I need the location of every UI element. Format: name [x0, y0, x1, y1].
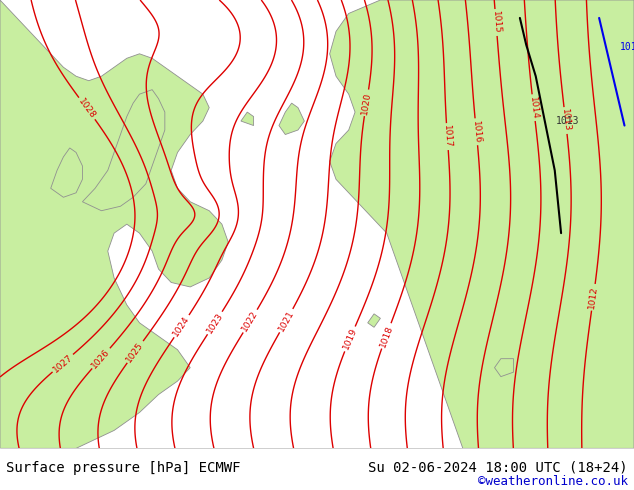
Text: 1013: 1013 — [560, 109, 571, 132]
Text: 1027: 1027 — [51, 352, 74, 374]
Text: 1026: 1026 — [90, 347, 112, 370]
Polygon shape — [0, 0, 228, 448]
Text: 1017: 1017 — [442, 125, 453, 148]
Polygon shape — [82, 90, 165, 211]
Polygon shape — [241, 112, 254, 125]
Text: 1016: 1016 — [471, 120, 482, 144]
Text: 1014: 1014 — [528, 96, 540, 120]
Polygon shape — [495, 359, 514, 377]
Text: 1012: 1012 — [587, 285, 599, 309]
Text: 1025: 1025 — [125, 340, 146, 364]
Text: Su 02-06-2024 18:00 UTC (18+24): Su 02-06-2024 18:00 UTC (18+24) — [368, 461, 628, 475]
Polygon shape — [330, 0, 634, 448]
Polygon shape — [368, 314, 380, 327]
Text: ©weatheronline.co.uk: ©weatheronline.co.uk — [477, 475, 628, 488]
Text: 1012: 1012 — [620, 42, 634, 52]
Text: Surface pressure [hPa] ECMWF: Surface pressure [hPa] ECMWF — [6, 461, 241, 475]
Text: 1021: 1021 — [276, 309, 296, 333]
Text: 1018: 1018 — [378, 323, 394, 348]
Text: 1023: 1023 — [205, 311, 225, 335]
Text: 1024: 1024 — [172, 314, 191, 338]
Text: 1013: 1013 — [555, 116, 579, 126]
Text: 1022: 1022 — [240, 309, 260, 333]
Text: 1020: 1020 — [360, 91, 373, 115]
Text: 1019: 1019 — [341, 326, 358, 351]
Text: 1028: 1028 — [77, 97, 98, 121]
Polygon shape — [279, 103, 304, 135]
Polygon shape — [51, 148, 82, 197]
Text: 1015: 1015 — [491, 11, 501, 34]
